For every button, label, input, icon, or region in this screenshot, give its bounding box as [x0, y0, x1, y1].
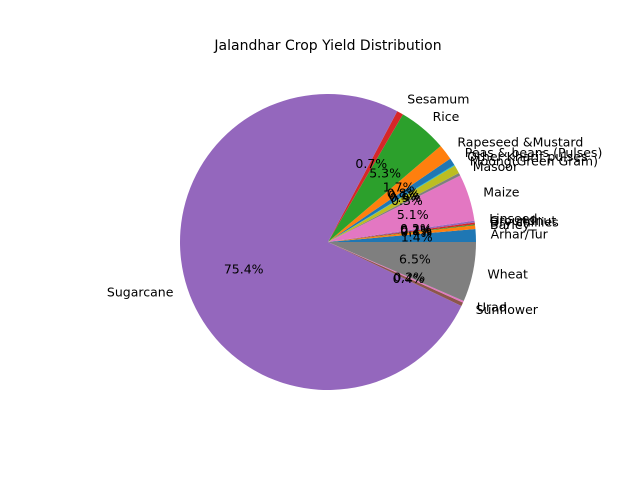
slice-percent-label: 0.1%	[388, 188, 420, 203]
pie-slice-maize	[328, 175, 475, 242]
slice-label: Dry chillies	[490, 215, 559, 230]
pie-slice-rapeseed-mustard	[328, 146, 451, 242]
pie-slice-linseed	[328, 220, 475, 242]
slice-percent-label: 0.1%	[400, 223, 432, 238]
pie-slice-groundnut	[328, 222, 475, 242]
chart-title: Jalandhar Crop Yield Distribution	[213, 38, 441, 54]
pie-slice-wheat	[328, 242, 476, 301]
slice-label: Rice	[433, 109, 460, 124]
pie-slice-dry-chillies	[328, 224, 476, 242]
pie-slice-barley	[328, 225, 476, 242]
pie-slice-rice	[328, 114, 441, 242]
pie-slice-urad	[328, 242, 464, 303]
slice-label: Masoor	[473, 159, 519, 174]
pie-slices	[179, 94, 476, 391]
slice-percent-label: 0.4%	[393, 271, 425, 286]
slice-percent-label: 0.8%	[387, 185, 419, 200]
slice-label: Urad	[477, 299, 507, 314]
slice-percent-label: 1.4%	[401, 230, 433, 245]
slice-percent-label: 0.2%	[393, 269, 425, 284]
slice-percent-label: 1.7%	[383, 180, 415, 195]
slice-label: Groundnut	[490, 213, 557, 228]
pie-slice-other-kharif-pulses	[328, 164, 455, 242]
pie-slice-sesamum	[328, 111, 403, 242]
slice-percent-label: 0.2%	[400, 222, 432, 237]
slice-label: Rapeseed &Mustard	[457, 135, 583, 150]
slice-label: Maize	[483, 185, 519, 200]
slice-percent-label: 0.9%	[389, 190, 421, 205]
pie-slice-peas-beans-pulses	[328, 158, 455, 242]
slice-label: Linseed	[489, 211, 537, 226]
pie-slice-sunflower	[328, 242, 463, 307]
slice-percent-label: 0.3%	[391, 193, 423, 208]
slice-label: Moong(Green Gram)	[470, 154, 598, 169]
pie-labels: Arhar/Tur 1.4% Barley 0.4% Dry chillies 0.1% G…	[107, 91, 602, 317]
slice-percent-label: 0.2%	[400, 221, 432, 236]
slice-percent-label: 0.7%	[355, 156, 387, 171]
pie-slice-arhar-tur	[328, 228, 476, 242]
pie-slice-masoor	[328, 172, 461, 242]
slice-label: Sesamum	[407, 91, 469, 106]
slice-percent-label: 75.4%	[224, 261, 264, 276]
slice-percent-label: 5.3%	[369, 166, 401, 181]
pie-slice-sugarcane	[179, 94, 462, 391]
slice-percent-label: 6.5%	[399, 252, 431, 267]
slice-label: Sunflower	[476, 302, 539, 317]
slice-label: Barley	[490, 217, 531, 232]
slice-label: Wheat	[487, 267, 528, 282]
slice-label: Arhar/Tur	[491, 226, 549, 241]
slice-label: Peas & beans (Pulses)	[465, 145, 603, 160]
slice-label: Other Kharif pulses	[467, 149, 587, 164]
pie-slice-moong-green-gram	[328, 165, 459, 242]
slice-percent-label: 0.4%	[400, 225, 432, 240]
slice-percent-label: 5.1%	[397, 207, 429, 222]
slice-label: Sugarcane	[107, 284, 174, 299]
